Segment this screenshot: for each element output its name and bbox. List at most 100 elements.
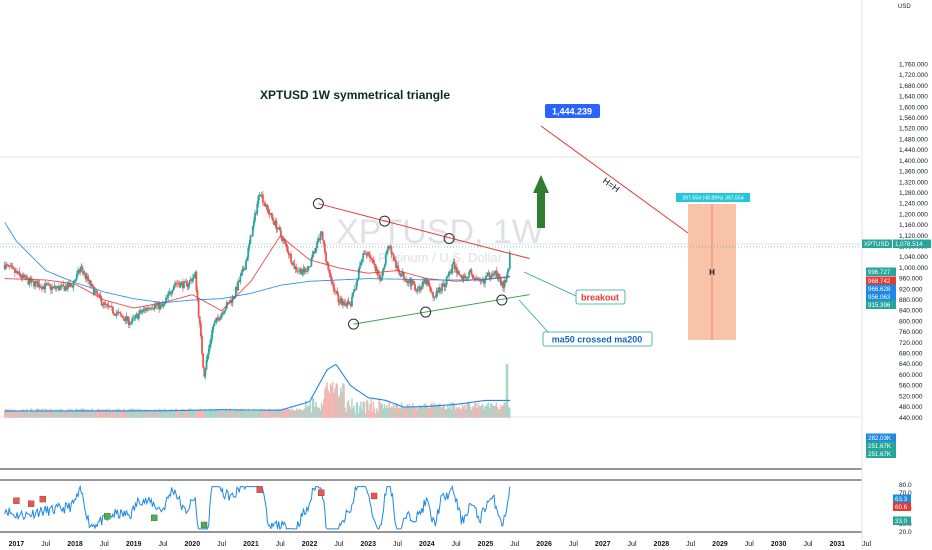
candle-body (180, 282, 183, 284)
candle-body (154, 304, 157, 306)
candle-body (71, 285, 74, 288)
volume-bar (215, 409, 218, 418)
candle-body (110, 305, 113, 307)
candle-body (29, 278, 32, 283)
candle-body (328, 269, 331, 274)
candle-body (121, 314, 123, 317)
candle-body (238, 281, 241, 282)
volume-bar (359, 406, 361, 418)
candle-body (414, 284, 416, 291)
volume-bar (496, 406, 499, 418)
volume-bar (409, 408, 412, 418)
candle-body (109, 305, 112, 308)
volume-bar (266, 409, 269, 418)
candle-body (375, 269, 378, 272)
candle-body (434, 296, 437, 298)
candle-body (453, 261, 456, 269)
volume-bar (232, 410, 235, 418)
volume-bar (415, 409, 417, 418)
price-tag-bg (866, 276, 896, 285)
candle-body (142, 309, 145, 312)
candle-body (457, 271, 459, 274)
volume-bar (254, 409, 256, 418)
volume-bar (451, 401, 454, 418)
candle-body (331, 283, 334, 285)
volume-bar (8, 409, 10, 418)
candle-body (70, 283, 73, 286)
rsi-tag-label: 60.6 (895, 504, 908, 511)
volume-bar (320, 402, 323, 418)
candle-body (501, 282, 503, 285)
candle-body (16, 271, 18, 274)
volume-bar (476, 408, 478, 418)
measure-box-label: H (709, 268, 715, 277)
volume-bar (105, 409, 107, 418)
candle-body (15, 271, 17, 273)
candle-body (366, 252, 369, 256)
rsi-tag-bg (893, 494, 911, 503)
breakout-label: breakout (581, 293, 619, 303)
volume-bar (390, 406, 393, 418)
candle-body (61, 284, 64, 286)
candle-body (272, 217, 274, 221)
candle-body (234, 287, 237, 296)
candle-body (444, 284, 447, 288)
candle-body (280, 230, 282, 236)
volume-bar (431, 402, 433, 418)
candle-body (125, 316, 128, 321)
volume-bar (258, 410, 261, 418)
volume-bar (349, 405, 351, 418)
candle-body (446, 276, 449, 277)
volume-bar (235, 409, 237, 418)
volume-bar (502, 405, 504, 418)
candle-body (326, 261, 329, 264)
volume-bar (93, 411, 95, 418)
volume-bar (391, 407, 394, 418)
candle-body (73, 281, 76, 283)
candle-body (150, 308, 153, 310)
volume-bar (413, 406, 415, 418)
candle-body (167, 293, 170, 298)
candle-body (158, 302, 161, 310)
candle-body (355, 282, 358, 290)
volume-bar (42, 408, 44, 418)
candle-body (349, 303, 352, 307)
volume-bar (192, 409, 194, 418)
rsi-tag-bg (893, 516, 911, 525)
measure-box-header-bg (676, 193, 750, 202)
volume-bar (112, 409, 114, 418)
volume-bar (179, 410, 182, 418)
candle-body (44, 283, 47, 290)
volume-bar (228, 410, 230, 418)
volume-bar (355, 402, 358, 418)
volume-bar (137, 411, 139, 418)
candle-body (271, 212, 273, 218)
measure-box-header: 397.554 (48.89%) 397,554 (682, 196, 744, 202)
candle-body (248, 243, 251, 248)
volume-bar (219, 410, 221, 418)
volume-bar (50, 408, 52, 418)
rsi-signal-marker (318, 489, 325, 496)
candle-body (490, 274, 493, 278)
volume-bar (453, 403, 456, 418)
volume-bar (181, 409, 183, 418)
triangle-upper-line (318, 203, 530, 260)
volume-bar (370, 398, 372, 418)
volume-bar (396, 404, 398, 418)
candle-body (80, 267, 83, 269)
volume-bar (386, 405, 388, 418)
volume-bar (245, 409, 247, 418)
volume-bar (53, 410, 56, 418)
candle-body (311, 254, 314, 258)
candle-body (314, 247, 317, 253)
volume-bar (354, 413, 357, 418)
candle-body (132, 317, 135, 319)
volume-bar (369, 403, 371, 418)
volume-bar (292, 409, 295, 418)
volume-bar (394, 408, 396, 418)
volume-bar (489, 403, 492, 418)
candle-body (237, 281, 239, 291)
volume-bar (447, 404, 449, 418)
volume-bar (20, 410, 23, 418)
